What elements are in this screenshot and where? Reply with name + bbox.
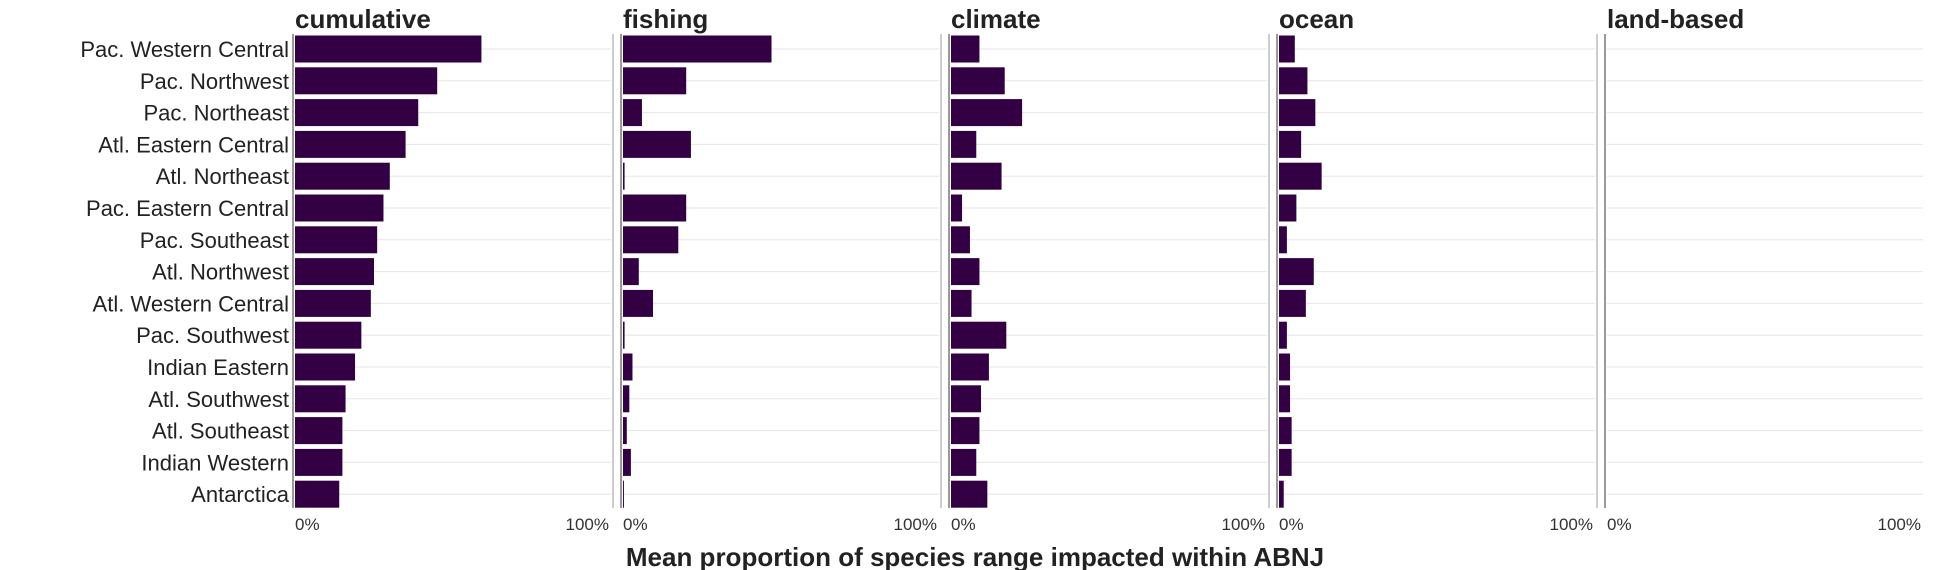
bar-ocean-pac-northeast: [1279, 99, 1316, 127]
category-label-atl-western-central: Atl. Western Central: [93, 291, 289, 316]
panel-title-cumulative: cumulative: [295, 4, 431, 34]
bar-climate-atl-northwest: [951, 258, 980, 286]
bar-climate-indian-western: [951, 448, 977, 476]
bar-fishing-atl-western-central: [623, 289, 654, 317]
category-label-indian-western: Indian Western: [141, 450, 289, 475]
bar-cumulative-pac-northeast: [295, 99, 419, 127]
tick-label-max: 100%: [1878, 515, 1921, 534]
panel-land-based: land-based 0% 100%: [1604, 4, 1923, 534]
bar-cumulative-atl-western-central: [295, 289, 371, 317]
bar-ocean-atl-southeast: [1279, 417, 1292, 445]
bar-cumulative-indian-eastern: [295, 353, 356, 381]
bar-climate-atl-western-central: [951, 289, 972, 317]
bar-climate-pac-southwest: [951, 321, 1007, 349]
bar-ocean-pac-eastern-central: [1279, 194, 1297, 222]
bar-ocean-atl-western-central: [1279, 289, 1306, 317]
bar-climate-indian-eastern: [951, 353, 989, 381]
panel-title-land-based: land-based: [1607, 4, 1744, 34]
panel-ocean: ocean 0% 100%: [1276, 4, 1598, 534]
bar-climate-pac-eastern-central: [951, 194, 963, 222]
bar-cumulative-antarctica: [295, 480, 340, 508]
panel-climate: climate 0% 100%: [948, 4, 1270, 534]
category-label-antarctica: Antarctica: [191, 482, 290, 507]
bar-cumulative-pac-southeast: [295, 226, 378, 254]
bar-ocean-atl-northwest: [1279, 258, 1314, 286]
panel-title-ocean: ocean: [1279, 4, 1354, 34]
bar-climate-pac-western-central: [951, 35, 980, 63]
category-label-atl-eastern-central: Atl. Eastern Central: [98, 132, 289, 157]
bar-fishing-atl-southwest: [623, 385, 630, 413]
bar-ocean-pac-southeast: [1279, 226, 1287, 254]
bar-fishing-atl-eastern-central: [623, 130, 691, 158]
chart-panels: cumulative 0% 100% fishing 0% 100% climate 0% 10…: [292, 4, 1923, 534]
bar-ocean-pac-northwest: [1279, 67, 1308, 95]
bar-cumulative-pac-western-central: [295, 35, 482, 63]
tick-label-min: 0%: [1279, 515, 1304, 534]
bar-ocean-atl-eastern-central: [1279, 130, 1302, 158]
bar-climate-atl-northeast: [951, 162, 1002, 190]
bar-fishing-atl-northeast: [623, 162, 625, 190]
bar-fishing-indian-eastern: [623, 353, 633, 381]
bar-fishing-pac-southwest: [623, 321, 625, 349]
bar-cumulative-atl-southeast: [295, 417, 343, 445]
bar-cumulative-atl-southwest: [295, 385, 346, 413]
tick-label-min: 0%: [623, 515, 648, 534]
bar-cumulative-indian-western: [295, 448, 343, 476]
bar-cumulative-atl-northwest: [295, 258, 374, 286]
bar-cumulative-pac-southwest: [295, 321, 362, 349]
bar-climate-pac-northeast: [951, 99, 1023, 127]
bar-climate-pac-northwest: [951, 67, 1005, 95]
bar-ocean-indian-western: [1279, 448, 1292, 476]
bar-fishing-atl-southeast: [623, 417, 627, 445]
bar-climate-atl-southeast: [951, 417, 980, 445]
bar-fishing-pac-northeast: [623, 99, 642, 127]
panel-fishing: fishing 0% 100%: [620, 4, 942, 534]
x-axis-title: Mean proportion of species range impacte…: [626, 542, 1324, 570]
category-label-atl-northwest: Atl. Northwest: [152, 260, 289, 285]
bar-ocean-atl-southwest: [1279, 385, 1291, 413]
tick-label-min: 0%: [951, 515, 976, 534]
tick-label-max: 100%: [894, 515, 937, 534]
bar-fishing-pac-southeast: [623, 226, 679, 254]
category-labels: Pac. Western Central Pac. Northwest Pac. N…: [80, 37, 289, 507]
tick-label-max: 100%: [1550, 515, 1593, 534]
category-label-atl-southwest: Atl. Southwest: [148, 387, 289, 412]
bar-cumulative-pac-eastern-central: [295, 194, 384, 222]
bar-fishing-pac-western-central: [623, 35, 772, 63]
bar-fishing-antarctica: [623, 480, 624, 508]
bar-cumulative-pac-northwest: [295, 67, 438, 95]
category-label-atl-northeast: Atl. Northeast: [156, 164, 289, 189]
bar-cumulative-atl-northeast: [295, 162, 390, 190]
tick-label-min: 0%: [295, 515, 320, 534]
panel-title-climate: climate: [951, 4, 1041, 34]
bar-climate-antarctica: [951, 480, 988, 508]
bar-ocean-antarctica: [1279, 480, 1284, 508]
tick-label-min: 0%: [1607, 515, 1632, 534]
bar-ocean-indian-eastern: [1279, 353, 1291, 381]
bar-cumulative-atl-eastern-central: [295, 130, 406, 158]
category-label-atl-southeast: Atl. Southeast: [152, 419, 289, 444]
bar-climate-atl-southwest: [951, 385, 982, 413]
bar-climate-pac-southeast: [951, 226, 970, 254]
bar-ocean-pac-western-central: [1279, 35, 1295, 63]
bar-ocean-pac-southwest: [1279, 321, 1287, 349]
panel-title-fishing: fishing: [623, 4, 708, 34]
category-label-pac-western-central: Pac. Western Central: [80, 37, 289, 62]
bar-fishing-atl-northwest: [623, 258, 639, 286]
tick-label-max: 100%: [1222, 515, 1265, 534]
category-label-indian-eastern: Indian Eastern: [147, 355, 289, 380]
category-label-pac-southeast: Pac. Southeast: [140, 228, 289, 253]
bar-ocean-atl-northeast: [1279, 162, 1322, 190]
bar-climate-atl-eastern-central: [951, 130, 977, 158]
category-label-pac-northeast: Pac. Northeast: [143, 101, 289, 126]
panel-cumulative: cumulative 0% 100%: [292, 4, 614, 534]
bar-fishing-pac-eastern-central: [623, 194, 687, 222]
bar-fishing-indian-western: [623, 448, 631, 476]
category-label-pac-northwest: Pac. Northwest: [140, 69, 289, 94]
bar-fishing-pac-northwest: [623, 67, 687, 95]
category-label-pac-southwest: Pac. Southwest: [136, 323, 289, 348]
tick-label-max: 100%: [566, 515, 609, 534]
category-label-pac-eastern-central: Pac. Eastern Central: [86, 196, 289, 221]
